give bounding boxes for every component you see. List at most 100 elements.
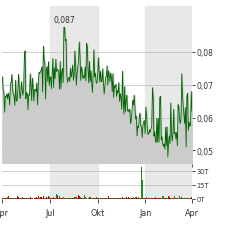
Bar <box>50 7 98 164</box>
Bar <box>162 196 163 199</box>
Bar <box>25 198 26 199</box>
Bar <box>184 198 185 199</box>
Bar <box>180 198 181 199</box>
Bar <box>39 198 40 199</box>
Bar <box>130 198 131 199</box>
Bar <box>3 198 4 199</box>
Bar <box>141 167 142 199</box>
Bar <box>48 196 49 199</box>
Bar <box>136 197 137 199</box>
Bar <box>137 198 138 199</box>
Bar <box>190 198 191 199</box>
Bar <box>72 198 73 199</box>
Bar <box>148 198 149 199</box>
Bar <box>89 197 90 199</box>
Bar <box>123 198 124 199</box>
Bar <box>128 197 129 199</box>
Bar <box>46 197 47 199</box>
Bar <box>22 198 23 199</box>
Bar <box>185 198 186 199</box>
Bar <box>155 197 156 199</box>
Bar <box>79 196 80 199</box>
Bar <box>82 198 83 199</box>
Bar <box>143 198 144 199</box>
Bar <box>169 197 170 199</box>
Bar <box>83 198 84 199</box>
Bar <box>112 198 113 199</box>
Bar <box>144 198 145 199</box>
Bar <box>75 198 76 199</box>
Bar <box>66 198 67 199</box>
Bar <box>113 198 114 199</box>
Bar <box>20 198 21 199</box>
Bar <box>165 198 166 199</box>
Bar <box>17 198 18 199</box>
Bar <box>23 198 24 199</box>
Bar <box>115 198 116 199</box>
Bar <box>34 198 35 199</box>
Bar <box>132 198 133 199</box>
Bar <box>50 164 98 199</box>
Bar <box>179 197 180 199</box>
Bar <box>8 196 9 199</box>
Bar <box>121 198 122 199</box>
Bar <box>173 198 174 199</box>
Bar <box>40 197 41 199</box>
Bar <box>125 198 126 199</box>
Bar <box>168 196 169 199</box>
Bar <box>5 198 6 199</box>
Bar <box>42 198 43 199</box>
Bar <box>38 196 39 199</box>
Bar <box>94 198 95 199</box>
Bar <box>110 198 111 199</box>
Bar <box>183 198 184 199</box>
Bar <box>93 198 94 199</box>
Bar <box>30 198 31 199</box>
Bar <box>50 198 51 199</box>
Bar <box>152 198 153 199</box>
Bar <box>150 198 151 199</box>
Bar <box>78 196 79 199</box>
Bar <box>91 198 92 199</box>
Bar <box>88 198 89 199</box>
Bar <box>44 198 45 199</box>
Bar <box>53 198 54 199</box>
Bar <box>133 197 134 199</box>
Bar <box>103 198 104 199</box>
Bar <box>28 198 29 199</box>
Bar <box>188 198 189 199</box>
Bar <box>11 198 12 199</box>
Bar <box>85 197 86 199</box>
Bar <box>119 198 120 199</box>
Bar <box>114 198 115 199</box>
Bar <box>81 198 82 199</box>
Bar <box>54 198 55 199</box>
Bar <box>145 164 192 199</box>
Bar <box>98 198 99 199</box>
Bar <box>27 198 28 199</box>
Bar <box>175 198 176 199</box>
Bar <box>36 197 37 199</box>
Bar <box>187 198 188 199</box>
Bar <box>61 198 62 199</box>
Bar <box>19 198 20 199</box>
Bar <box>16 198 17 199</box>
Bar <box>166 198 167 199</box>
Bar <box>189 198 190 199</box>
Bar <box>14 198 15 199</box>
Bar <box>62 198 63 199</box>
Bar <box>13 198 14 199</box>
Bar <box>135 198 136 199</box>
Bar <box>68 198 69 199</box>
Bar <box>77 198 78 199</box>
Bar <box>49 197 50 199</box>
Bar <box>7 198 8 199</box>
Bar <box>131 198 132 199</box>
Bar <box>108 196 109 199</box>
Bar <box>15 198 16 199</box>
Bar <box>145 7 192 164</box>
Bar <box>84 196 85 199</box>
Bar <box>6 198 7 199</box>
Bar <box>177 198 178 199</box>
Bar <box>69 198 70 199</box>
